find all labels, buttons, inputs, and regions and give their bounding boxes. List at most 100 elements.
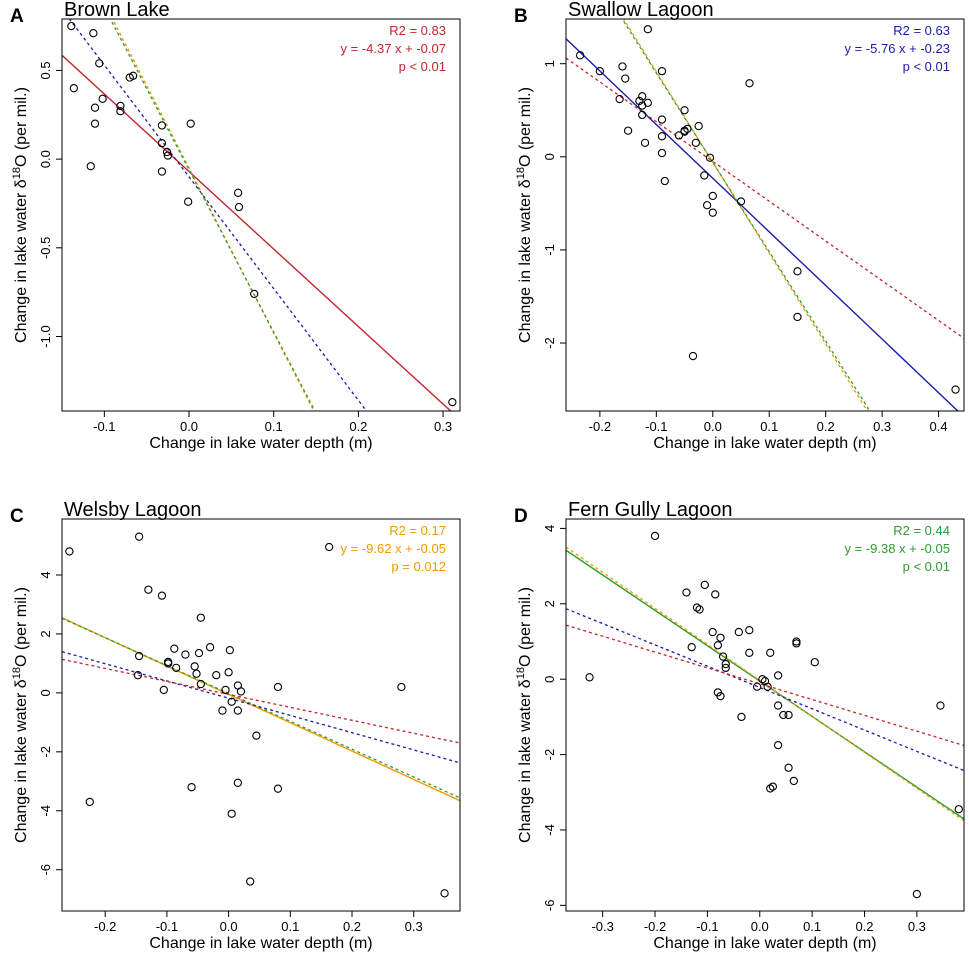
x-tick-label: -0.2 (644, 919, 666, 934)
x-tick-label: 0.3 (434, 419, 452, 434)
plot-frame (565, 518, 965, 912)
y-axis-title: Change in lake water δ18O (per mil.) (11, 587, 30, 843)
data-point (227, 697, 236, 706)
x-tick-label: 0.1 (265, 419, 283, 434)
data-point (134, 532, 144, 541)
data-point (252, 731, 261, 740)
x-axis-title: Change in lake water depth (m) (149, 935, 372, 952)
x-tick-label: 0.3 (405, 919, 423, 934)
data-point (691, 138, 700, 147)
data-point (618, 62, 627, 71)
data-point (397, 682, 406, 692)
y-axis-title-superscript: 18 (515, 167, 527, 179)
stat-line: y = -4.37 x + -0.07 (340, 41, 446, 56)
data-point (763, 682, 772, 691)
data-point (779, 710, 788, 720)
y-axis-title: Change in lake water δ18O (per mil.) (515, 587, 534, 843)
y-axis-title-prefix: Change in lake water δ (517, 679, 534, 843)
y-axis-title-prefix: Change in lake water δ (517, 179, 534, 343)
regression-line-blue-dashed (68, 19, 368, 411)
data-point (708, 191, 717, 201)
data-point (752, 682, 762, 691)
data-point (134, 651, 144, 661)
data-point (172, 663, 181, 672)
data-point (192, 669, 201, 678)
regression-line-red-dashed (566, 57, 964, 339)
data-point (65, 547, 74, 556)
x-tick-label: 0.2 (817, 419, 835, 434)
data-points (585, 531, 963, 899)
x-axis: -0.2 -0.1 0.0 0.1 0.2 0.3 (94, 911, 423, 934)
panel-b: -0.2 -0.1 0.0 0.1 0.2 0.3 0.4 Change in lake wa… (514, 0, 965, 452)
data-point (184, 197, 193, 206)
data-point (575, 51, 585, 60)
data-point (793, 267, 802, 276)
data-point (773, 741, 783, 750)
data-point (233, 188, 243, 197)
stat-line: y = -9.62 x + -0.05 (340, 541, 446, 556)
data-point (954, 805, 963, 814)
y-axis-title-suffix: O (per mil.) (13, 87, 30, 167)
panel-title: Welsby Lagoon (64, 499, 202, 521)
panel-title: Brown Lake (64, 0, 170, 21)
data-point (233, 706, 243, 715)
data-point (236, 687, 246, 696)
y-tick-label: 4 (38, 571, 53, 578)
data-point (205, 643, 215, 652)
x-tick-label: 0.1 (803, 919, 821, 934)
stat-line: p < 0.01 (903, 59, 950, 74)
panel-c: -0.2 -0.1 0.0 0.1 0.2 0.3 Change in lake water… (10, 499, 461, 952)
data-point (157, 167, 167, 176)
data-point (190, 662, 199, 671)
data-point (638, 92, 647, 101)
data-point (640, 138, 650, 147)
regression-lines (566, 19, 964, 411)
y-tick-label: 0.5 (38, 61, 53, 79)
data-point (674, 131, 684, 140)
data-point (246, 877, 255, 886)
regression-lines (62, 617, 460, 802)
data-point (700, 171, 709, 180)
data-point (683, 124, 692, 134)
data-point (615, 94, 624, 104)
stat-line: R2 = 0.63 (893, 23, 950, 38)
data-point (657, 115, 667, 124)
data-point (708, 208, 717, 217)
panel-letter: A (10, 6, 24, 27)
regression-line-blue-dashed (62, 651, 460, 764)
data-point (650, 531, 660, 541)
regression-line-orange-dashed (111, 19, 315, 411)
data-points (65, 532, 449, 898)
x-tick-label: -0.1 (645, 419, 667, 434)
data-point (621, 74, 630, 83)
x-axis-title: Change in lake water depth (m) (149, 435, 372, 452)
x-tick-label: 0.4 (930, 419, 948, 434)
x-tick-label: -0.2 (589, 419, 611, 434)
data-point (773, 671, 783, 680)
data-point (157, 121, 167, 130)
x-tick-label: -0.1 (156, 919, 178, 934)
y-tick-label: 0 (542, 153, 557, 160)
data-point (745, 79, 754, 88)
y-tick-label: -6 (542, 900, 557, 912)
data-point (721, 659, 730, 669)
data-point (635, 96, 644, 106)
data-point (713, 641, 723, 650)
data-point (163, 151, 173, 160)
regression-line-blue-solid (566, 38, 959, 411)
data-point (702, 201, 712, 210)
data-point (221, 685, 230, 695)
x-tick-label: 0.2 (855, 919, 873, 934)
data-point (736, 197, 746, 206)
regression-line-red-solid (62, 54, 452, 411)
panel-a: -0.1 0.0 0.1 0.2 0.3 Change in lake water dep… (10, 0, 461, 452)
data-point (793, 312, 802, 322)
data-point (694, 121, 703, 131)
y-tick-label: 0 (38, 689, 53, 696)
data-point (734, 627, 743, 637)
y-axis-title-superscript: 18 (11, 167, 23, 179)
data-point (69, 84, 79, 93)
data-point (784, 710, 793, 720)
data-point (157, 139, 167, 148)
data-point (643, 25, 653, 34)
